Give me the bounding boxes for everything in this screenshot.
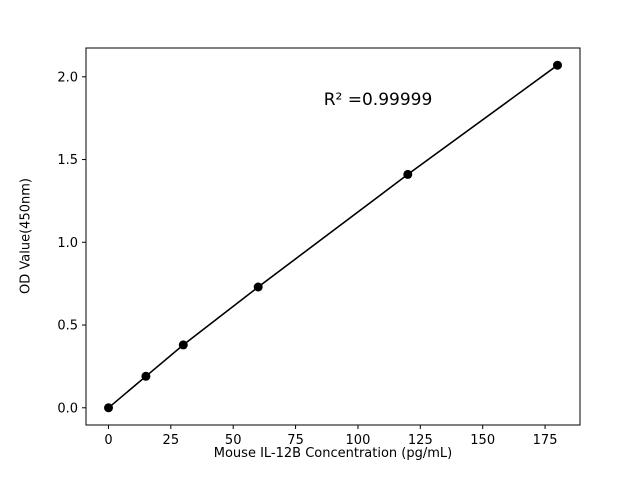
- plot-border: [85, 47, 581, 426]
- x-axis-label: Mouse IL-12B Concentration (pg/mL): [213, 446, 453, 461]
- x-tick-label: 125: [408, 433, 433, 448]
- x-tick-label: 100: [346, 433, 371, 448]
- y-tick-label: 1.5: [57, 153, 78, 168]
- x-tick-label: 25: [163, 433, 180, 448]
- x-tick-label: 150: [470, 433, 495, 448]
- data-point: [178, 340, 188, 350]
- data-point: [403, 169, 413, 179]
- y-axis-label: OD Value(450nm): [18, 178, 34, 294]
- y-tick-label: 0.5: [57, 319, 78, 334]
- data-point: [141, 371, 151, 381]
- data-point: [553, 60, 562, 70]
- r-squared-annotation: R² =0.99999: [323, 90, 433, 110]
- y-tick-label: 1.0: [57, 236, 78, 251]
- data-point: [104, 403, 113, 413]
- x-tick-label: 175: [533, 433, 558, 448]
- x-tick-label: 75: [287, 433, 304, 448]
- x-tick-label: 0: [104, 433, 112, 448]
- data-point: [253, 282, 263, 292]
- y-tick-label: 0.0: [57, 401, 78, 416]
- y-tick-label: 2.0: [57, 70, 78, 85]
- x-tick-label: 50: [225, 433, 242, 448]
- standard-curve-line: [107, 64, 558, 409]
